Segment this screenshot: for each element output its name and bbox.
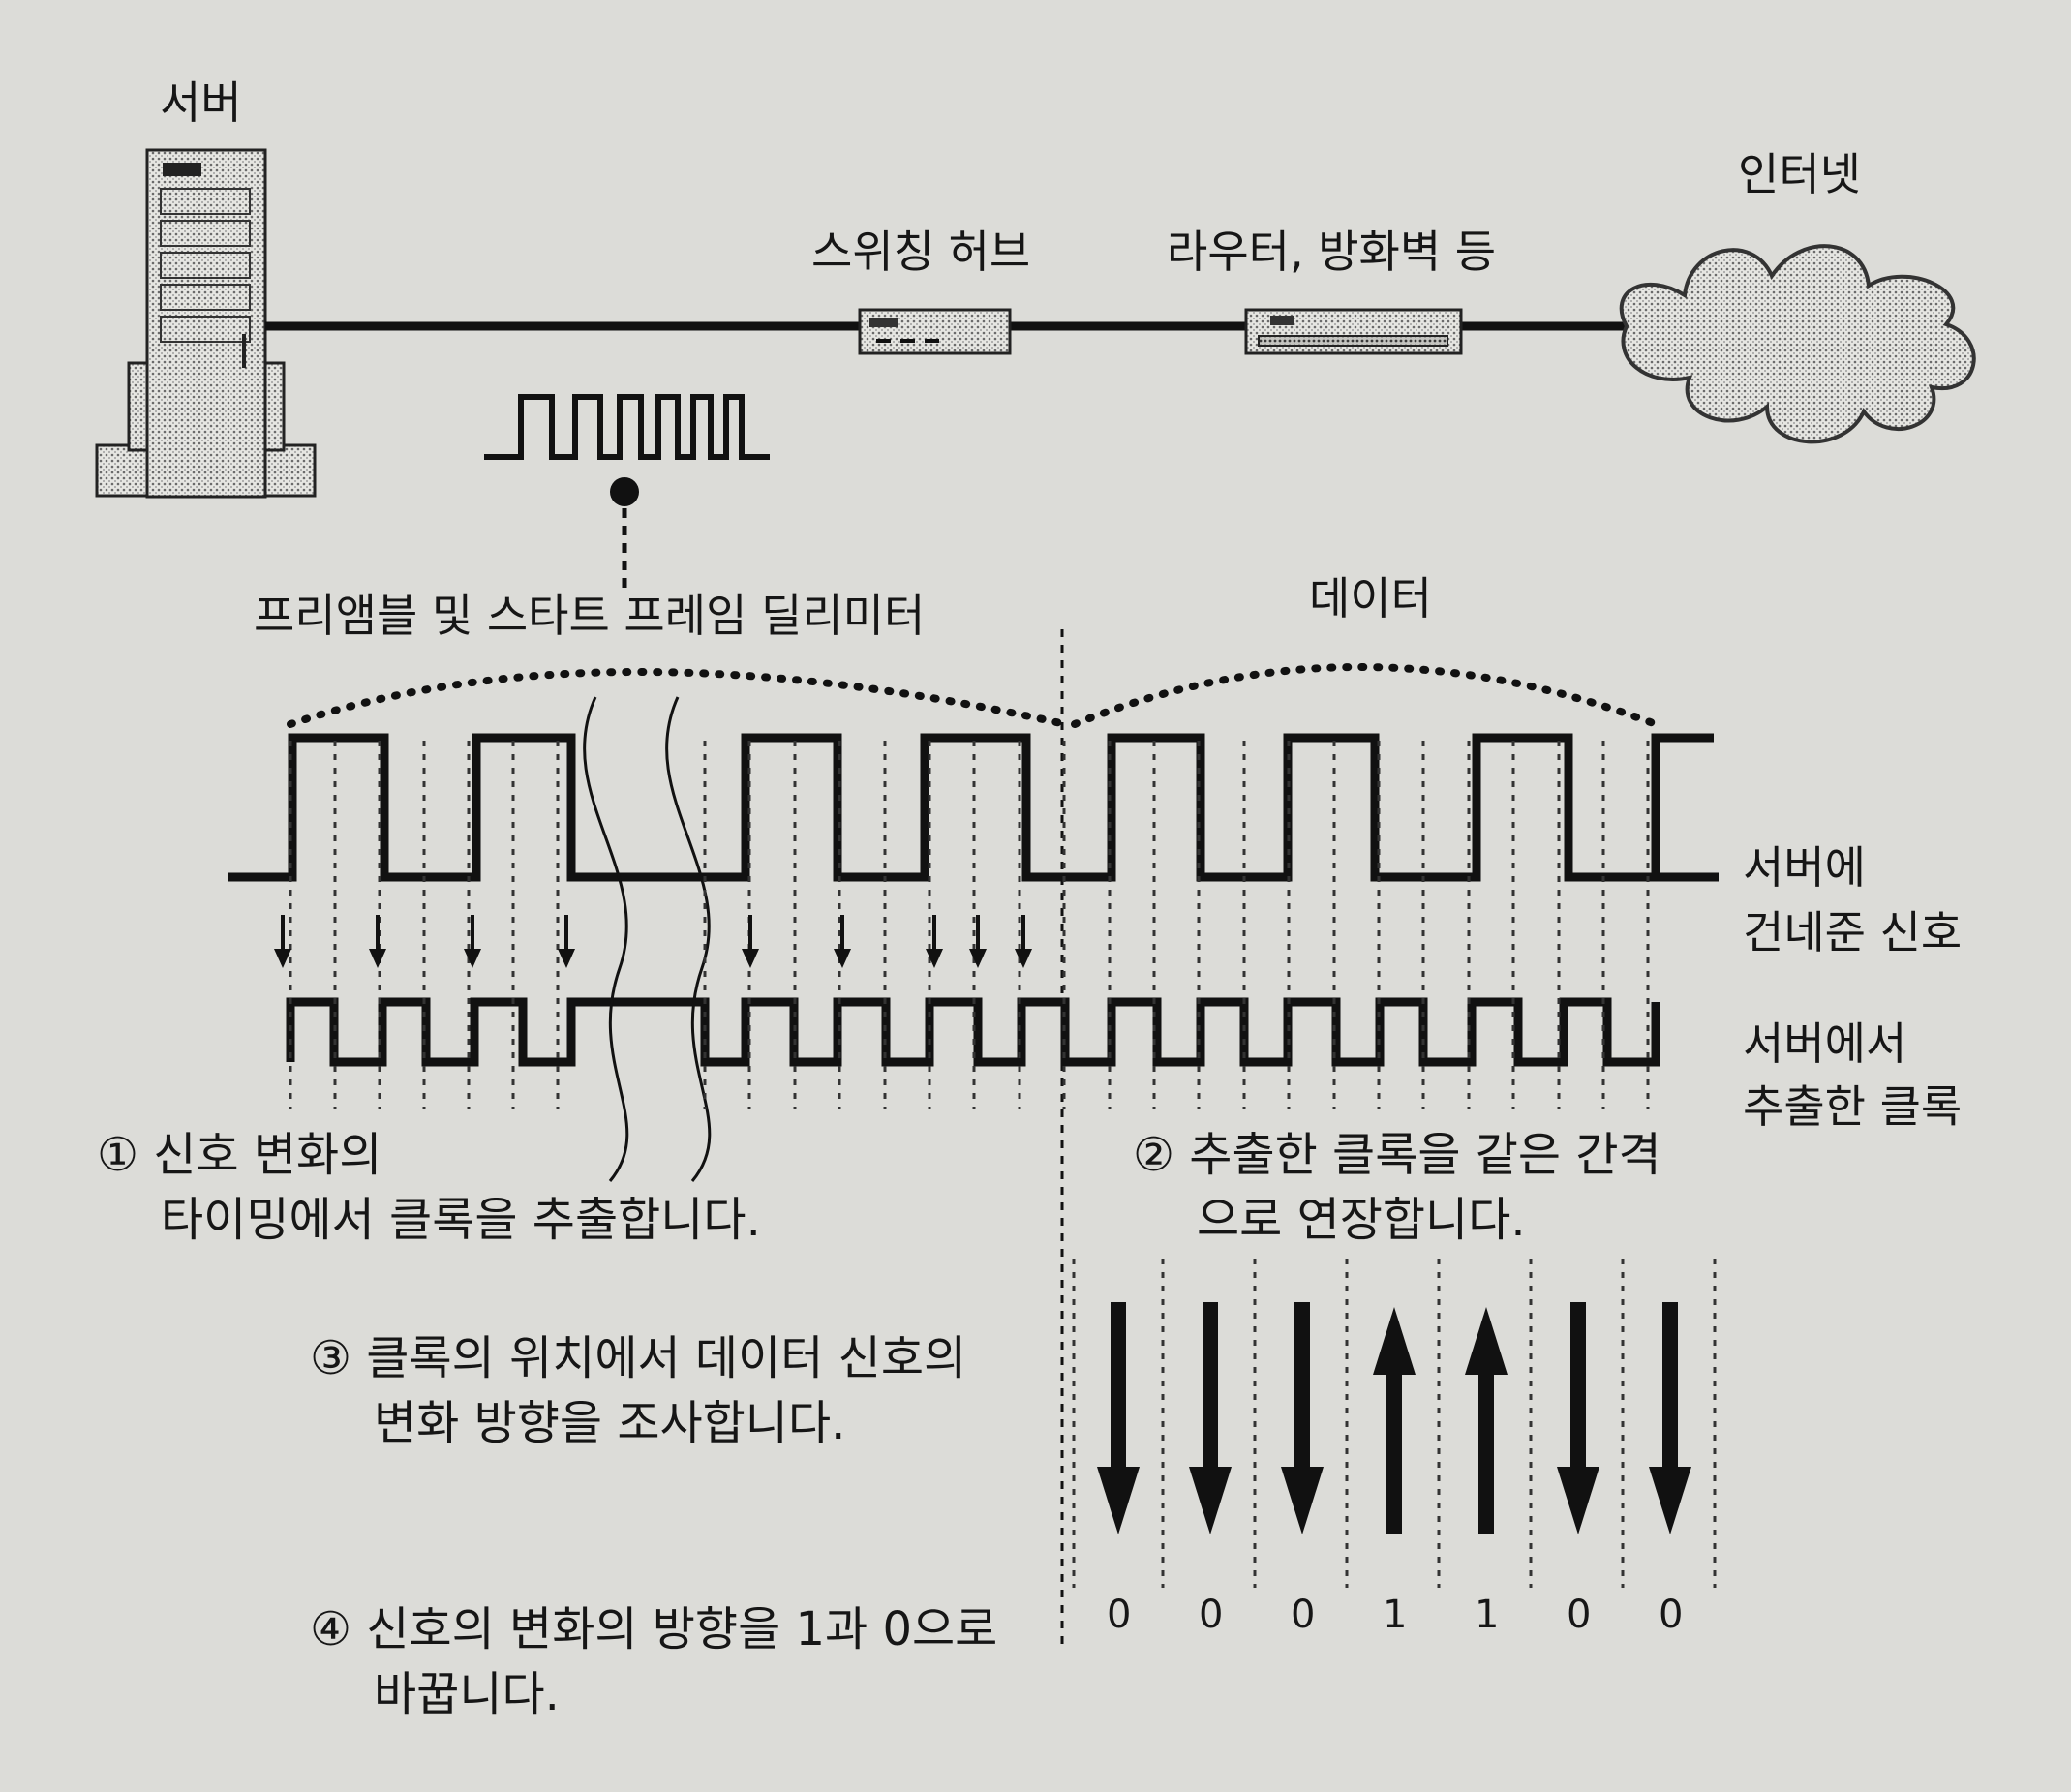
step-1-line1: 신호 변화의 xyxy=(153,1128,382,1182)
server-label: 서버 xyxy=(160,76,242,129)
break-line-left xyxy=(583,696,629,1182)
bit-value: 0 xyxy=(1659,1593,1684,1637)
arrow-down-icon xyxy=(1649,1302,1691,1534)
extraction-arrow xyxy=(969,915,987,968)
extracted-clock-label-line1: 서버에서 xyxy=(1743,1017,1907,1070)
data-brace xyxy=(1071,663,1660,728)
server-icon xyxy=(95,148,317,499)
step-3-number: ③ xyxy=(310,1331,352,1385)
step-1: ① 신호 변화의 타이밍에서 클록을 추출합니다. xyxy=(97,1123,761,1253)
extraction-arrow xyxy=(834,915,851,968)
extraction-arrow xyxy=(274,915,291,968)
step-3-line2: 변화 방향을 조사합니다. xyxy=(374,1396,846,1451)
data-label: 데이터 xyxy=(1309,572,1432,624)
step-3: ③ 클록의 위치에서 데이터 신호의 변화 방향을 조사합니다. xyxy=(310,1326,966,1456)
received-signal-label-line1: 서버에 xyxy=(1743,841,1866,894)
preamble-brace xyxy=(287,668,1069,728)
bit-value: 1 xyxy=(1475,1593,1500,1637)
arrow-down-icon xyxy=(1557,1302,1599,1534)
extraction-arrow xyxy=(1015,915,1032,968)
step-4: ④ 신호의 변화의 방향을 1과 0으로 바꿉니다. xyxy=(310,1597,997,1727)
clock-extraction-arrows xyxy=(274,915,1032,968)
step-2-number: ② xyxy=(1133,1128,1175,1182)
internet-cloud-icon xyxy=(1619,244,1976,444)
step-3-line1: 클록의 위치에서 데이터 신호의 xyxy=(366,1331,967,1385)
arrow-down-icon xyxy=(1097,1302,1140,1534)
signal-direction-arrows xyxy=(1072,1259,1717,1588)
extracted-clock-label-line2: 추출한 클록 xyxy=(1743,1080,1963,1133)
arrow-up-icon xyxy=(1465,1307,1508,1534)
extraction-arrow xyxy=(558,915,575,968)
extraction-arrow xyxy=(464,915,481,968)
received-signal-label-line2: 건네준 신호 xyxy=(1743,906,1963,958)
step-2: ② 추출한 클록을 같은 간격 으로 연장합니다. xyxy=(1133,1123,1661,1253)
step-1-line2: 타이밍에서 클록을 추출합니다. xyxy=(161,1193,761,1248)
arrow-down-icon xyxy=(1189,1302,1232,1534)
received-signal-waveform xyxy=(228,733,1714,882)
bit-value: 0 xyxy=(1291,1593,1316,1637)
arrow-down-icon xyxy=(1281,1302,1324,1534)
clock-timing-lines xyxy=(289,741,1650,1109)
preamble-label: 프리앰블 및 스타트 프레임 딜리미터 xyxy=(254,590,926,642)
bit-value: 0 xyxy=(1107,1593,1132,1637)
step-4-line1: 신호의 변화의 방향을 1과 0으로 xyxy=(366,1602,998,1656)
extraction-arrow xyxy=(369,915,386,968)
router-firewall-icon xyxy=(1244,308,1463,355)
switching-hub-icon xyxy=(858,308,1012,355)
extracted-clock-waveform xyxy=(286,997,1660,1067)
bit-value: 0 xyxy=(1199,1593,1224,1637)
extraction-arrow xyxy=(742,915,759,968)
step-1-number: ① xyxy=(97,1128,139,1182)
arrow-up-icon xyxy=(1373,1307,1416,1534)
step-2-line2: 으로 연장합니다. xyxy=(1197,1193,1526,1248)
preamble-waveform-icon xyxy=(484,394,770,591)
router-firewall-label: 라우터, 방화벽 등 xyxy=(1167,226,1497,278)
internet-label: 인터넷 xyxy=(1738,148,1861,200)
step-2-line1: 추출한 클록을 같은 간격 xyxy=(1189,1128,1661,1182)
break-line-right xyxy=(665,696,712,1182)
bit-value: 0 xyxy=(1567,1593,1592,1637)
extraction-arrow xyxy=(926,915,943,968)
switching-hub-label: 스위칭 허브 xyxy=(811,226,1031,278)
bit-value: 1 xyxy=(1383,1593,1408,1637)
step-4-number: ④ xyxy=(310,1602,352,1656)
step-4-line2: 바꿉니다. xyxy=(374,1667,560,1722)
